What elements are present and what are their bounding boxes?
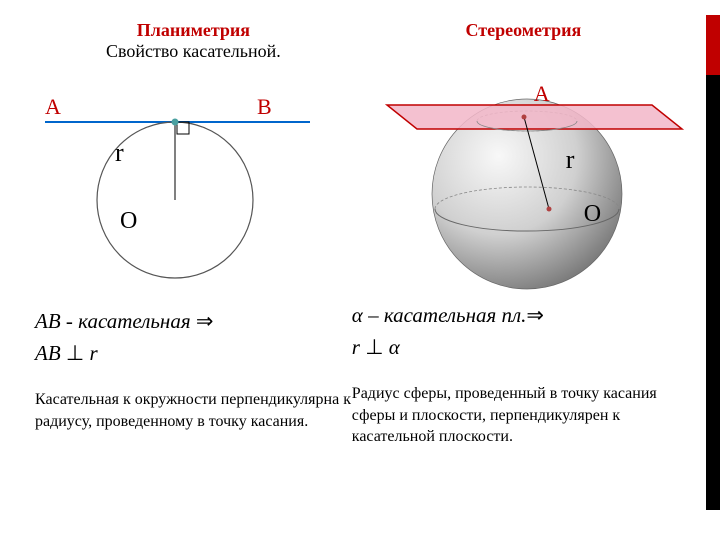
label-B-left: В [257,94,272,120]
right-svg [352,49,702,294]
main-columns: Планиметрия Свойство касательной. А В r … [0,0,720,540]
left-formula-1-text: AB - касательная [35,309,191,333]
right-diagram: А r О [352,49,695,294]
label-O-right: О [584,201,601,228]
right-column: Стереометрия [352,20,695,520]
label-r-right: r [566,145,575,175]
left-svg [35,70,335,300]
label-O-left: О [120,208,137,235]
tangent-dot [172,119,179,126]
top-dot [521,115,526,120]
label-A-right: А [534,81,550,107]
right-formula-1: α – касательная пл.⇒ [352,300,695,332]
right-formula-1-rhs: – касательная пл. [363,303,527,327]
implies-icon: ⇒ [196,309,214,333]
right-red-stripe [706,15,720,75]
left-formula-2: AB ⊥ r [35,338,352,370]
right-black-stripe [706,30,720,510]
right-formulas: α – касательная пл.⇒ r ⊥ α [352,300,695,363]
left-formula-1: AB - касательная ⇒ [35,306,352,338]
right-formula-2-rhs: α [389,335,400,359]
right-description: Радиус сферы, проведенный в точку касани… [352,383,695,448]
left-description: Касательная к окружности перпендикулярна… [35,389,352,432]
left-formula-2-rhs: r [89,341,97,365]
perp-icon: ⊥ [66,341,90,365]
right-formula-2: r ⊥ α [352,332,695,364]
left-column: Планиметрия Свойство касательной. А В r … [35,20,352,520]
tangent-plane [387,105,682,129]
perp-icon-2: ⊥ [365,335,389,359]
left-formulas: AB - касательная ⇒ AB ⊥ r [35,306,352,369]
left-subtitle: Свойство касательной. [35,41,352,62]
label-r-left: r [115,138,124,168]
label-A-left: А [45,94,61,120]
right-title: Стереометрия [352,20,695,41]
right-formula-2-lhs: r [352,335,360,359]
perp-marker [177,122,189,134]
left-formula-2-lhs: AB [35,341,61,365]
implies-icon-2: ⇒ [526,303,544,327]
left-diagram: А В r О [35,70,352,300]
center-dot [546,207,551,212]
right-formula-1-lhs: α [352,303,363,327]
left-title: Планиметрия [35,20,352,41]
